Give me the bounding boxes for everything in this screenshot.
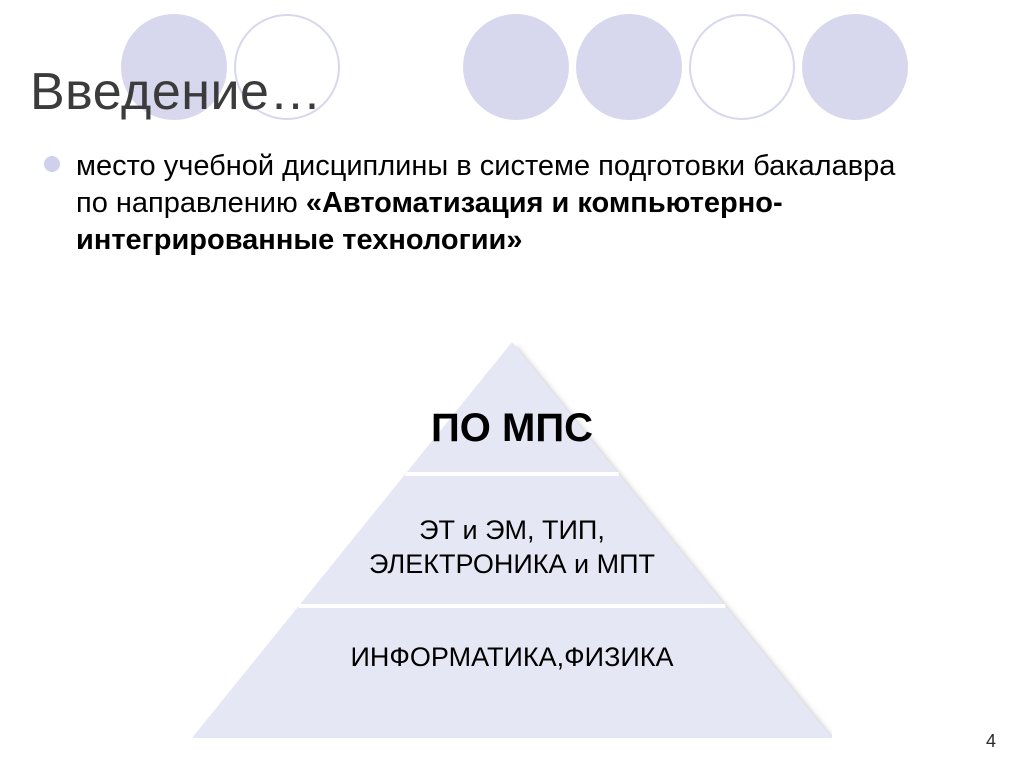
pyramid-level-bottom-label: ИНФОРМАТИКА,ФИЗИКА [192, 642, 832, 673]
slide-title: Введение… [30, 62, 322, 122]
decor-circle-5 [689, 14, 795, 120]
pyramid-level-middle-line2: ЭЛЕКТРОНИКА и МПТ [369, 549, 655, 579]
pyramid-level-middle-line1: ЭТ и ЭМ, ТИП, [419, 515, 605, 545]
page-number: 4 [986, 731, 996, 752]
decor-circle-3 [463, 14, 569, 120]
bullet-item: место учебной дисциплины в системе подго… [44, 148, 904, 259]
bullet-marker-icon [44, 156, 60, 172]
pyramid-level-middle-label: ЭТ и ЭМ, ТИП, ЭЛЕКТРОНИКА и МПТ [192, 514, 832, 582]
decor-circle-6 [802, 14, 908, 120]
decor-circle-4 [576, 14, 682, 120]
pyramid-level-top-label: ПО МПС [192, 406, 832, 451]
curriculum-pyramid: ПО МПС ЭТ и ЭМ, ТИП, ЭЛЕКТРОНИКА и МПТ И… [192, 342, 832, 738]
bullet-text: место учебной дисциплины в системе подго… [76, 148, 904, 259]
